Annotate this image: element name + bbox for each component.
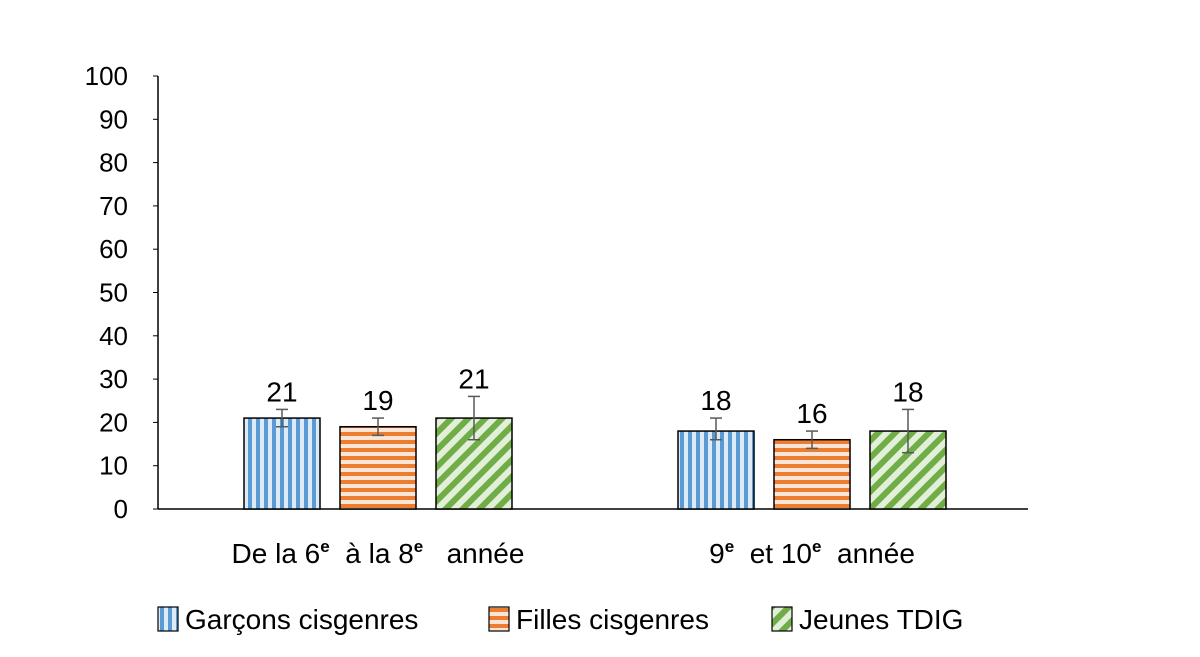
- data-label: 16: [796, 398, 827, 429]
- data-label: 18: [892, 376, 923, 407]
- bar: [435, 417, 513, 510]
- y-tick-label: 30: [99, 364, 128, 394]
- y-axis: 0 10 20 30 40 50 60 70 80 90 100: [85, 61, 1028, 524]
- bar: [773, 438, 851, 510]
- legend-label: Garçons cisgenres: [185, 604, 418, 635]
- y-tick-label: 70: [99, 191, 128, 221]
- y-tick-label: 50: [99, 278, 128, 308]
- x-category-label: 9e et 10e année: [709, 537, 915, 569]
- y-tick-label: 60: [99, 234, 128, 264]
- legend-swatch: [488, 606, 510, 632]
- legend-swatch: [157, 606, 179, 632]
- legend: Garçons cisgenres Filles cisgenres Jeunes …: [157, 604, 963, 635]
- bar: [243, 417, 321, 510]
- x-category-label: De la 6e à la 8e année: [232, 537, 525, 569]
- bars: 21 18 19 16 21 18: [243, 363, 947, 510]
- legend-label: Jeunes TDIG: [799, 604, 963, 635]
- legend-label: Filles cisgenres: [516, 604, 709, 635]
- y-tick-label: 10: [99, 451, 128, 481]
- y-tick-label: 0: [114, 494, 128, 524]
- data-label: 18: [700, 385, 731, 416]
- data-label: 19: [362, 385, 393, 416]
- y-tick-label: 20: [99, 407, 128, 437]
- x-axis-labels: De la 6e à la 8e année 9e et 10e année: [232, 537, 915, 569]
- data-label: 21: [458, 363, 489, 394]
- legend-swatch: [771, 606, 793, 632]
- y-tick-label: 100: [85, 61, 128, 91]
- data-label: 21: [266, 376, 297, 407]
- bar: [677, 430, 755, 510]
- y-tick-label: 90: [99, 104, 128, 134]
- bar: [339, 425, 417, 510]
- y-tick-label: 40: [99, 321, 128, 351]
- y-tick-label: 80: [99, 148, 128, 178]
